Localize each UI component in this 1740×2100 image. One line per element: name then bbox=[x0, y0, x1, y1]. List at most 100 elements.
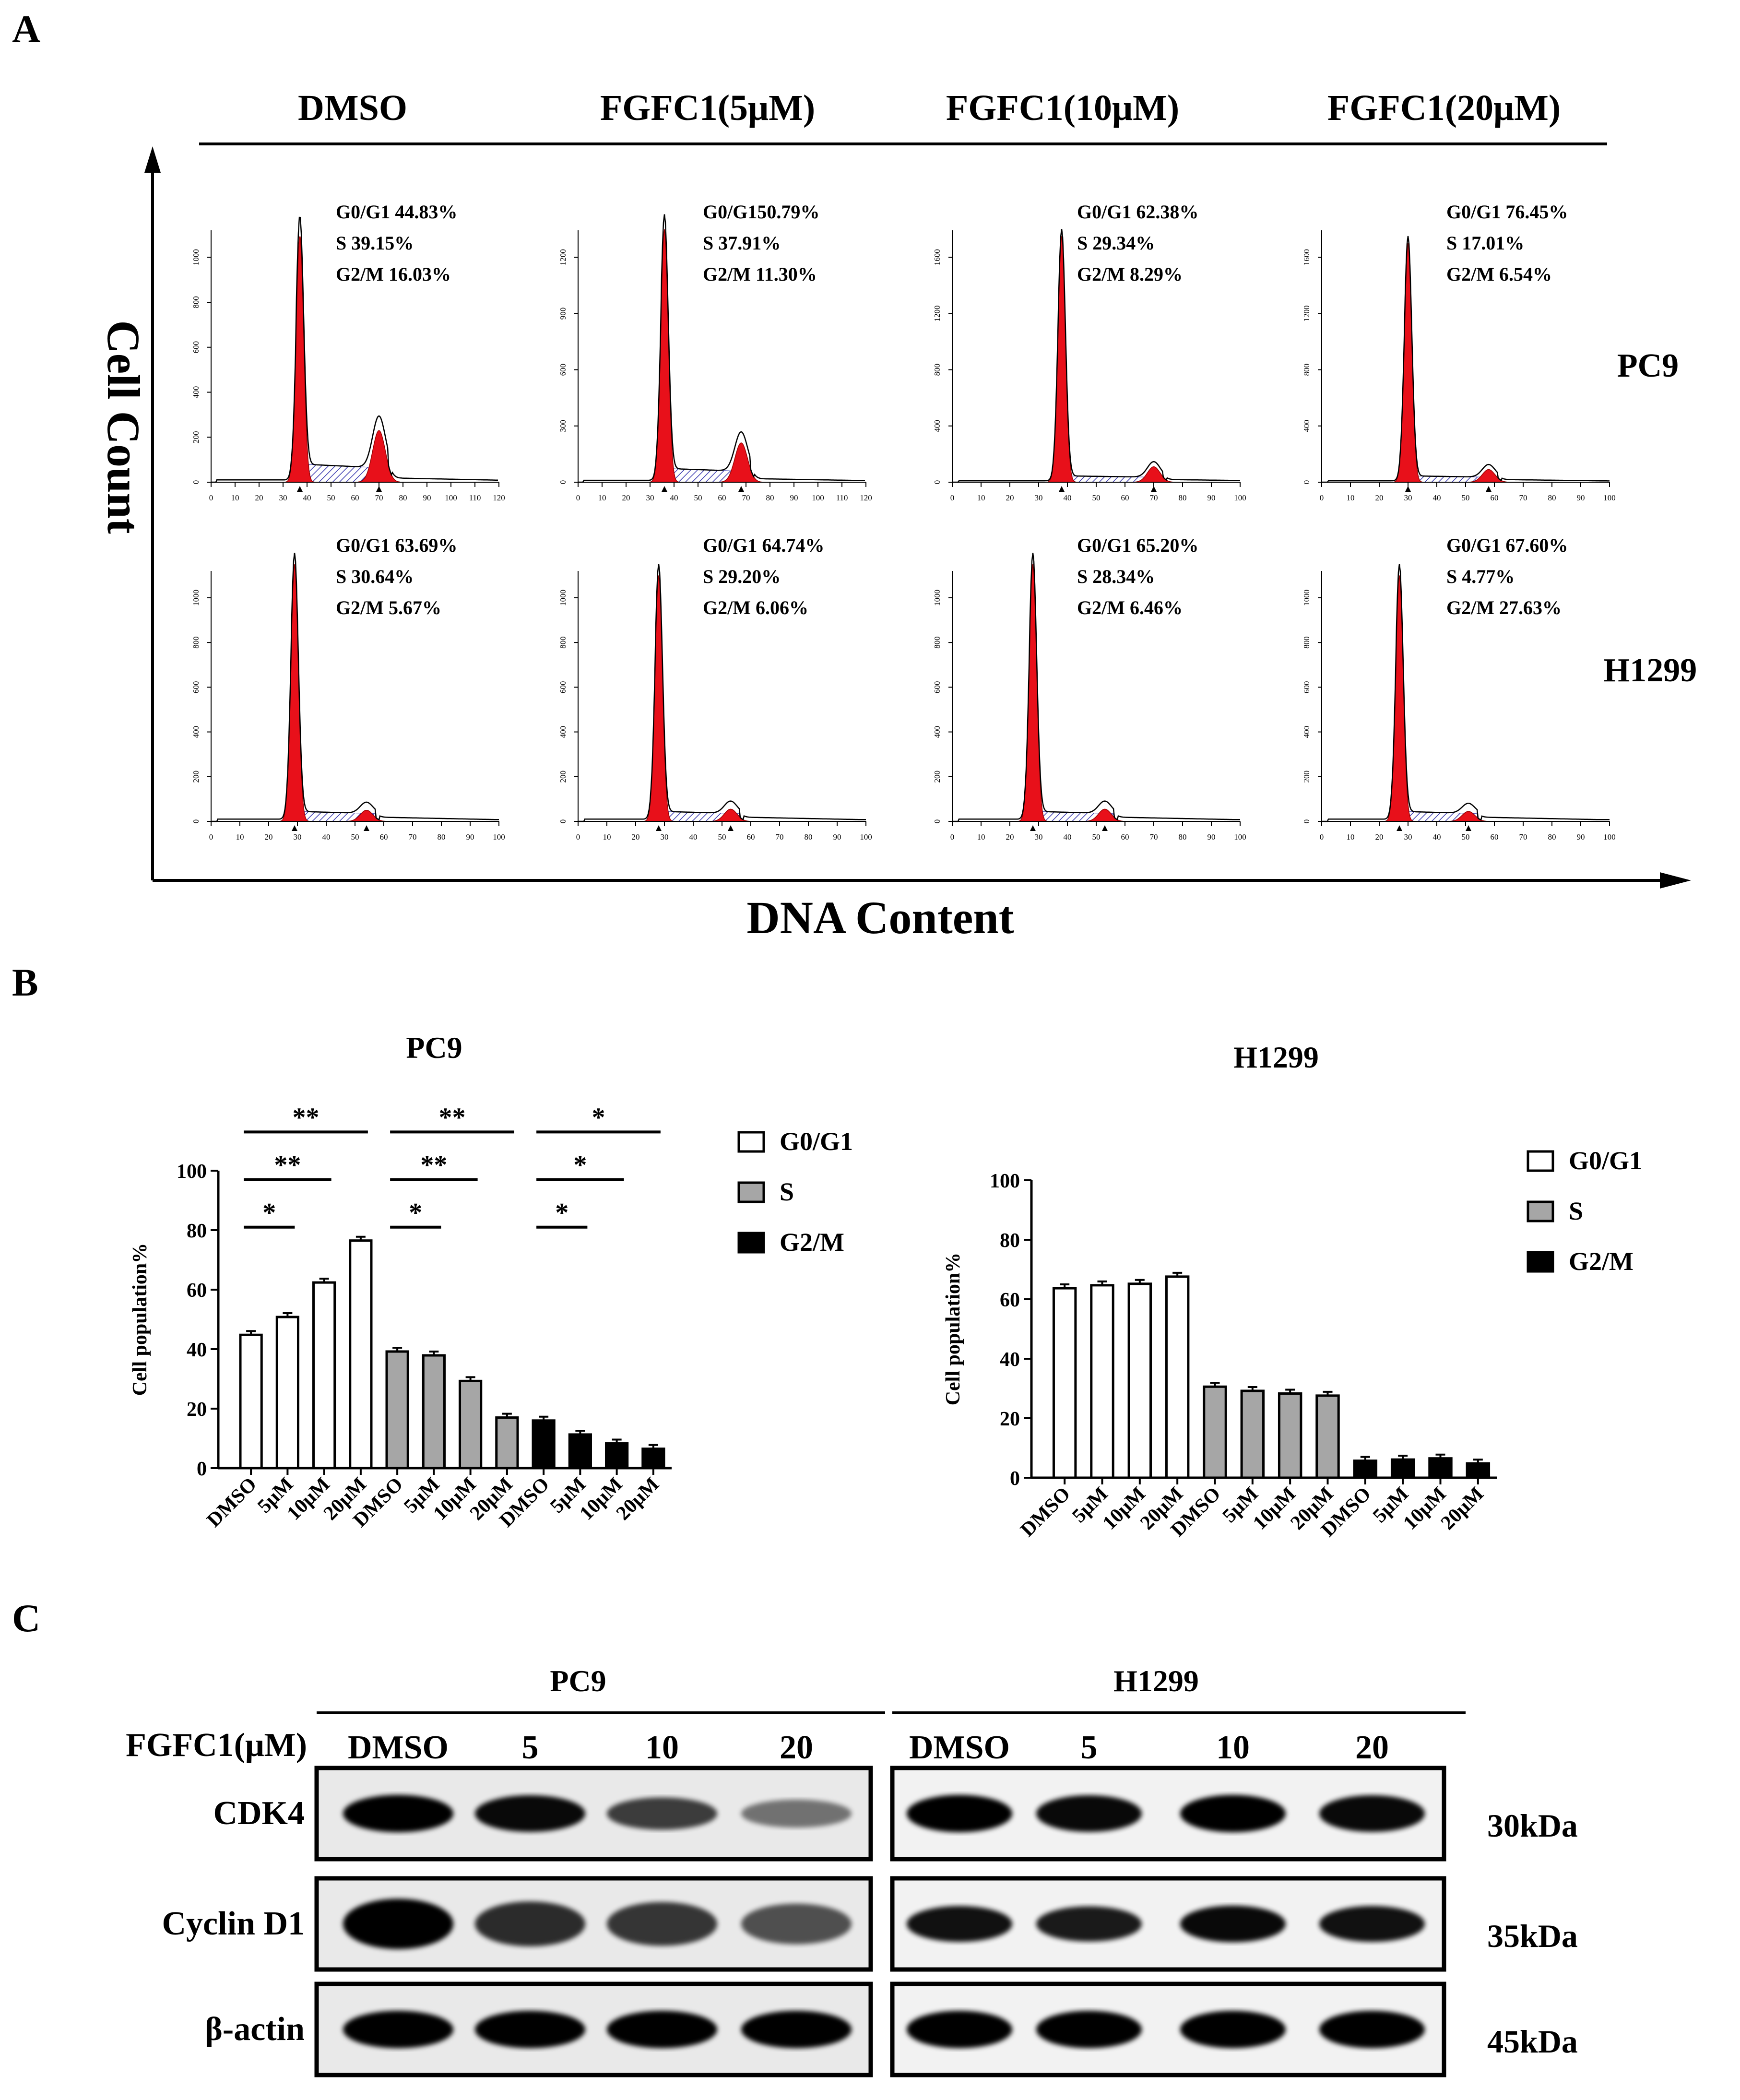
peak-marker bbox=[728, 825, 734, 831]
x-tick-label: 90 bbox=[466, 832, 474, 842]
peak-marker bbox=[297, 486, 303, 492]
dna-content-axis-label: DNA Content bbox=[746, 892, 1014, 943]
histogram-pc9-2: G0/G1 62.38% S 29.34% G2/M 8.29% 0 10 20 30 40 5… bbox=[933, 201, 1246, 502]
phase-label: S 29.20% bbox=[703, 566, 781, 587]
total-histogram-line bbox=[578, 214, 865, 483]
cell-count-axis-label: Cell Count bbox=[98, 320, 149, 534]
y-axis-label: Cell population% bbox=[129, 1243, 151, 1396]
protein-band bbox=[1319, 1906, 1425, 1942]
bar bbox=[605, 1442, 629, 1470]
phase-label: G2/M 6.54% bbox=[1446, 263, 1552, 285]
x-tick-label: 10μM bbox=[283, 1473, 334, 1525]
bar bbox=[1127, 1282, 1152, 1479]
phase-label: S 4.77% bbox=[1446, 566, 1515, 587]
x-tick-label: 90 bbox=[790, 493, 798, 502]
g0-g1-peak bbox=[279, 564, 310, 822]
x-tick-label: 90 bbox=[423, 493, 431, 502]
histogram-h1299-0: G0/G1 63.69% S 30.64% G2/M 5.67% 0 10 20 30 40 5… bbox=[191, 534, 505, 842]
x-tick-label: 60 bbox=[380, 832, 388, 842]
molecular-weight-label: 45kDa bbox=[1487, 2023, 1578, 2060]
bar bbox=[1240, 1389, 1265, 1479]
x-tick-label: 50 bbox=[718, 832, 726, 842]
legend-label: S bbox=[780, 1177, 794, 1206]
blot-β-actin-pc9 bbox=[314, 1981, 873, 2077]
y-tick-label: 0 bbox=[1302, 480, 1311, 485]
y-tick-label: 200 bbox=[191, 771, 201, 783]
x-tick-label: 100 bbox=[812, 493, 824, 502]
y-tick-label: 0 bbox=[558, 819, 568, 824]
bar bbox=[275, 1316, 299, 1470]
panel-label-a: A bbox=[12, 7, 40, 51]
x-tick-label: 80 bbox=[1548, 832, 1556, 842]
x-tick-label: 60 bbox=[1491, 832, 1499, 842]
histogram-pc9-1: G0/G150.79% S 37.91% G2/M 11.30% 0 10 20 30 40 5… bbox=[558, 201, 872, 502]
y-tick-label: 0 bbox=[191, 480, 201, 485]
blot-frame bbox=[314, 1981, 873, 2077]
y-tick-label: 400 bbox=[933, 726, 942, 738]
x-tick-label: 30 bbox=[1404, 493, 1412, 502]
x-tick-label: 30 bbox=[294, 832, 302, 842]
y-tick-label: 800 bbox=[1302, 364, 1311, 376]
bar bbox=[1428, 1457, 1453, 1479]
x-tick-label: 50 bbox=[1092, 493, 1101, 502]
x-tick-label: 10 bbox=[977, 832, 985, 842]
phase-label: G0/G1 63.69% bbox=[336, 534, 457, 556]
y-tick-label: 0 bbox=[1302, 819, 1311, 824]
x-tick-label: 20 bbox=[255, 493, 263, 502]
phase-label: G2/M 6.46% bbox=[1077, 597, 1183, 618]
y-tick-label: 800 bbox=[1302, 636, 1311, 649]
blot-frame bbox=[890, 1981, 1446, 2077]
x-tick-label: 80 bbox=[438, 832, 446, 842]
wb-lane-label: DMSO bbox=[348, 1729, 449, 1766]
x-tick-label: 20 bbox=[622, 493, 630, 502]
y-tick-label: 800 bbox=[191, 296, 201, 308]
phase-label: S 37.91% bbox=[703, 232, 781, 254]
wb-lane-label: 5 bbox=[1081, 1729, 1098, 1766]
x-tick-label: 40 bbox=[670, 493, 678, 502]
x-tick-label: 50 bbox=[351, 832, 359, 842]
blot-cyclin-d1-h1299 bbox=[890, 1876, 1446, 1972]
x-tick-label: 70 bbox=[1519, 493, 1527, 502]
legend-label: G0/G1 bbox=[1569, 1146, 1642, 1175]
legend-label: G2/M bbox=[780, 1228, 844, 1257]
phase-label: S 39.15% bbox=[336, 232, 414, 254]
y-tick-label: 400 bbox=[1302, 726, 1311, 738]
wb-dose-label: FGFC1(μM) bbox=[126, 1727, 307, 1764]
y-tick-label: 0 bbox=[933, 819, 942, 824]
x-tick-label: 10 bbox=[1347, 832, 1355, 842]
y-axis-label: Cell population% bbox=[942, 1253, 964, 1406]
bar bbox=[1466, 1462, 1491, 1479]
y-tick-label: 400 bbox=[933, 420, 942, 432]
blot-frame bbox=[314, 1876, 873, 1972]
bar bbox=[532, 1419, 556, 1470]
y-tick-label: 100 bbox=[990, 1170, 1020, 1192]
x-tick-label: 70 bbox=[776, 832, 784, 842]
y-tick-label: 1200 bbox=[933, 305, 942, 321]
x-tick-label: 20 bbox=[1006, 493, 1014, 502]
protein-band bbox=[475, 1901, 585, 1946]
x-tick-label: 60 bbox=[1121, 493, 1129, 502]
x-tick-label: 40 bbox=[689, 832, 698, 842]
legend-swatch bbox=[737, 1131, 765, 1153]
protein-band bbox=[607, 1902, 717, 1946]
x-tick-label: 10 bbox=[598, 493, 606, 502]
x-tick-label: 80 bbox=[1548, 493, 1556, 502]
x-tick-label: 50 bbox=[694, 493, 702, 502]
x-tick-label: 10μM bbox=[1099, 1483, 1150, 1534]
peak-marker bbox=[1486, 486, 1491, 492]
x-tick-label: 70 bbox=[409, 832, 417, 842]
y-tick-label: 40 bbox=[1000, 1349, 1020, 1371]
x-tick-label: 0 bbox=[1320, 832, 1324, 842]
g0-g1-peak bbox=[1393, 243, 1423, 483]
x-tick-label: 100 bbox=[1603, 832, 1616, 842]
protein-label: β-actin bbox=[205, 2011, 305, 2048]
legend-label: S bbox=[1569, 1197, 1583, 1225]
wb-lane-label: 10 bbox=[1216, 1729, 1250, 1766]
x-tick-label: 60 bbox=[1491, 493, 1499, 502]
x-tick-label: 20 bbox=[632, 832, 640, 842]
g0-g1-peak bbox=[1018, 564, 1048, 822]
phase-label: G2/M 5.67% bbox=[336, 597, 441, 618]
y-tick-label: 400 bbox=[191, 726, 201, 738]
wb-lane-label: 20 bbox=[1355, 1729, 1389, 1766]
protein-band bbox=[1319, 1795, 1425, 1832]
